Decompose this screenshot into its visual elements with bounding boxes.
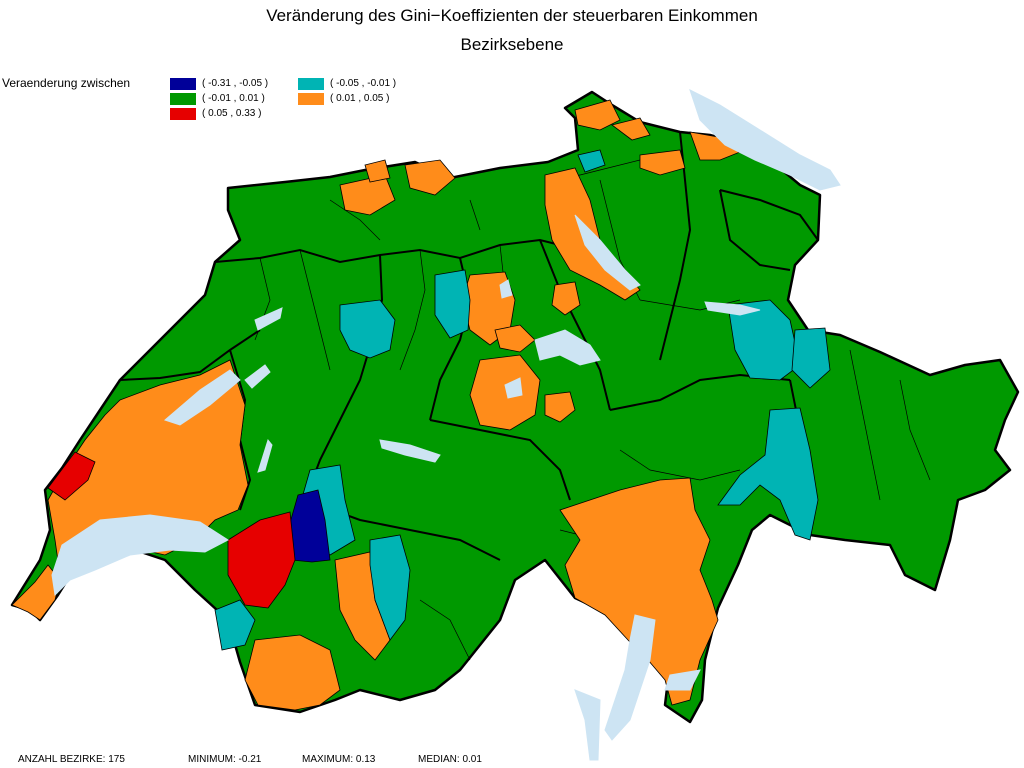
legend-swatch-dark-blue bbox=[170, 77, 196, 90]
legend-swatch-green bbox=[170, 92, 196, 105]
legend-range-label: ( -0.05 , -0.01 ) bbox=[330, 78, 397, 89]
lake-lucerne bbox=[534, 329, 601, 366]
lake-sempach bbox=[499, 279, 513, 299]
legend-item-green: ( -0.01 , 0.01 ) bbox=[170, 92, 265, 105]
legend-swatch-orange bbox=[298, 92, 324, 105]
legend-range-label: ( -0.31 , -0.05 ) bbox=[202, 78, 269, 89]
legend-swatch-teal bbox=[298, 77, 324, 90]
minimum-value: MINIMUM: -0.21 bbox=[188, 754, 262, 765]
legend-range-label: ( 0.05 , 0.33 ) bbox=[202, 108, 262, 119]
lakes bbox=[51, 89, 841, 761]
district-count: ANZAHL BEZIRKE: 175 bbox=[18, 754, 125, 765]
lake-biel bbox=[244, 364, 271, 389]
legend-range-label: ( -0.01 , 0.01 ) bbox=[202, 93, 265, 104]
lake-thun bbox=[379, 439, 441, 463]
lake-small-canton bbox=[574, 689, 601, 761]
legend-label: Veraenderung zwischen bbox=[2, 76, 131, 90]
median-value: MEDIAN: 0.01 bbox=[418, 754, 482, 765]
map-subtitle: Bezirksebene bbox=[460, 35, 564, 54]
lake-constance bbox=[689, 89, 841, 191]
lake-small-jura bbox=[257, 438, 273, 473]
lake-lugano bbox=[664, 669, 701, 691]
lake-geneva bbox=[51, 514, 229, 597]
legend-range-label: ( 0.01 , 0.05 ) bbox=[330, 93, 390, 104]
regions-red bbox=[47, 451, 296, 609]
regions-teal bbox=[214, 149, 831, 651]
lake-small-west bbox=[254, 307, 283, 331]
legend-item-teal: ( -0.05 , -0.01 ) bbox=[298, 77, 396, 90]
legend-swatch-red bbox=[170, 107, 196, 120]
lake-zug bbox=[504, 377, 523, 399]
lake-neuchatel bbox=[164, 369, 241, 426]
legend-item-red: ( 0.05 , 0.33 ) bbox=[170, 107, 261, 120]
legend-item-dark-blue: ( -0.31 , -0.05 ) bbox=[170, 77, 268, 90]
lake-zurich bbox=[574, 214, 641, 291]
lake-maggiore bbox=[604, 614, 656, 741]
lake-walensee bbox=[704, 301, 761, 316]
canton-borders bbox=[119, 131, 819, 561]
map-title: Veränderung des Gini−Koeffizienten der s… bbox=[266, 6, 758, 25]
legend-item-orange: ( 0.01 , 0.05 ) bbox=[298, 92, 389, 105]
maximum-value: MAXIMUM: 0.13 bbox=[302, 754, 376, 765]
